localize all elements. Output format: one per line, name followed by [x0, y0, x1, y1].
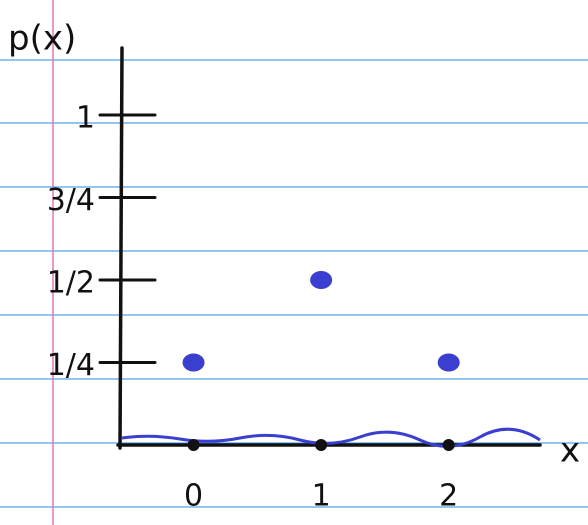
x-tick-label: 2 — [439, 479, 458, 514]
y-tick-label: 1/4 — [47, 348, 95, 383]
x-tick-label: 0 — [184, 479, 203, 514]
y-tick-label: 1 — [76, 101, 95, 136]
y-axis-label: p(x) — [8, 19, 76, 59]
x-tick-label: 1 — [312, 479, 331, 514]
x-tick — [443, 439, 455, 451]
point — [438, 354, 460, 372]
point — [310, 271, 332, 289]
x-tick — [188, 439, 200, 451]
y-tick-label: 3/4 — [47, 183, 95, 218]
y-tick-label: 1/2 — [47, 266, 95, 301]
point — [183, 354, 205, 372]
x-axis-label: x — [560, 431, 580, 471]
notebook-page: p(x) x 1/4 1/2 3/4 1 0 1 2 — [0, 0, 588, 525]
y-axis — [120, 48, 122, 448]
x-tick — [315, 439, 327, 451]
